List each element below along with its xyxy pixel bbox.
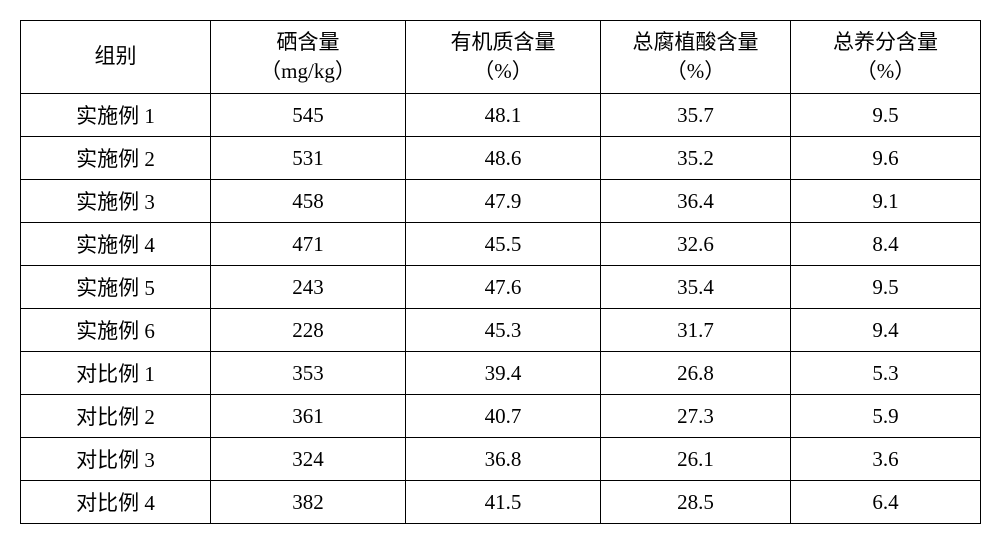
table-row: 对比例 2 361 40.7 27.3 5.9 [21, 395, 981, 438]
table-header-row: 组别 硒含量 （mg/kg） 有机质含量 （%） 总腐植酸含量 （%） 总养分含… [21, 21, 981, 94]
cell-nutr: 9.5 [791, 94, 981, 137]
cell-humic: 35.7 [601, 94, 791, 137]
cell-nutr: 6.4 [791, 481, 981, 524]
table-row: 实施例 2 531 48.6 35.2 9.6 [21, 137, 981, 180]
cell-se: 353 [211, 352, 406, 395]
cell-se: 471 [211, 223, 406, 266]
table-row: 对比例 3 324 36.8 26.1 3.6 [21, 438, 981, 481]
cell-organic: 39.4 [406, 352, 601, 395]
cell-se: 458 [211, 180, 406, 223]
cell-organic: 47.6 [406, 266, 601, 309]
table-row: 实施例 1 545 48.1 35.7 9.5 [21, 94, 981, 137]
cell-nutr: 5.9 [791, 395, 981, 438]
cell-se: 545 [211, 94, 406, 137]
cell-group: 对比例 2 [21, 395, 211, 438]
cell-organic: 40.7 [406, 395, 601, 438]
cell-group: 对比例 4 [21, 481, 211, 524]
cell-organic: 48.1 [406, 94, 601, 137]
cell-group: 对比例 3 [21, 438, 211, 481]
col-header-label: 总养分含量 [833, 30, 938, 54]
cell-group: 实施例 3 [21, 180, 211, 223]
cell-humic: 28.5 [601, 481, 791, 524]
cell-organic: 36.8 [406, 438, 601, 481]
cell-nutr: 3.6 [791, 438, 981, 481]
cell-group: 对比例 1 [21, 352, 211, 395]
cell-se: 228 [211, 309, 406, 352]
cell-nutr: 5.3 [791, 352, 981, 395]
col-header-label: 有机质含量 [451, 30, 556, 54]
col-header-label: 总腐植酸含量 [633, 30, 759, 54]
cell-nutr: 8.4 [791, 223, 981, 266]
table-row: 实施例 3 458 47.9 36.4 9.1 [21, 180, 981, 223]
table-row: 对比例 4 382 41.5 28.5 6.4 [21, 481, 981, 524]
cell-group: 实施例 1 [21, 94, 211, 137]
col-header-label: 组别 [95, 44, 137, 68]
col-header-unit: （%） [666, 59, 726, 83]
cell-group: 实施例 4 [21, 223, 211, 266]
cell-se: 531 [211, 137, 406, 180]
cell-nutr: 9.5 [791, 266, 981, 309]
cell-se: 243 [211, 266, 406, 309]
col-header-label: 硒含量 [277, 30, 340, 54]
col-header-se: 硒含量 （mg/kg） [211, 21, 406, 94]
col-header-unit: （%） [473, 59, 533, 83]
table-row: 实施例 5 243 47.6 35.4 9.5 [21, 266, 981, 309]
col-header-organic: 有机质含量 （%） [406, 21, 601, 94]
cell-humic: 31.7 [601, 309, 791, 352]
cell-humic: 26.8 [601, 352, 791, 395]
data-table: 组别 硒含量 （mg/kg） 有机质含量 （%） 总腐植酸含量 （%） 总养分含… [20, 20, 981, 524]
table-row: 对比例 1 353 39.4 26.8 5.3 [21, 352, 981, 395]
col-header-group: 组别 [21, 21, 211, 94]
cell-group: 实施例 5 [21, 266, 211, 309]
cell-nutr: 9.4 [791, 309, 981, 352]
cell-organic: 47.9 [406, 180, 601, 223]
cell-se: 324 [211, 438, 406, 481]
cell-humic: 35.4 [601, 266, 791, 309]
cell-humic: 35.2 [601, 137, 791, 180]
table-row: 实施例 4 471 45.5 32.6 8.4 [21, 223, 981, 266]
cell-group: 实施例 2 [21, 137, 211, 180]
cell-se: 361 [211, 395, 406, 438]
cell-nutr: 9.6 [791, 137, 981, 180]
cell-humic: 26.1 [601, 438, 791, 481]
cell-se: 382 [211, 481, 406, 524]
table-row: 实施例 6 228 45.3 31.7 9.4 [21, 309, 981, 352]
cell-organic: 45.3 [406, 309, 601, 352]
col-header-unit: （%） [856, 59, 916, 83]
cell-humic: 32.6 [601, 223, 791, 266]
cell-humic: 36.4 [601, 180, 791, 223]
cell-organic: 45.5 [406, 223, 601, 266]
table-body: 实施例 1 545 48.1 35.7 9.5 实施例 2 531 48.6 3… [21, 94, 981, 524]
cell-organic: 41.5 [406, 481, 601, 524]
cell-group: 实施例 6 [21, 309, 211, 352]
col-header-nutr: 总养分含量 （%） [791, 21, 981, 94]
cell-humic: 27.3 [601, 395, 791, 438]
col-header-unit: （mg/kg） [260, 59, 356, 83]
col-header-humic: 总腐植酸含量 （%） [601, 21, 791, 94]
cell-nutr: 9.1 [791, 180, 981, 223]
cell-organic: 48.6 [406, 137, 601, 180]
